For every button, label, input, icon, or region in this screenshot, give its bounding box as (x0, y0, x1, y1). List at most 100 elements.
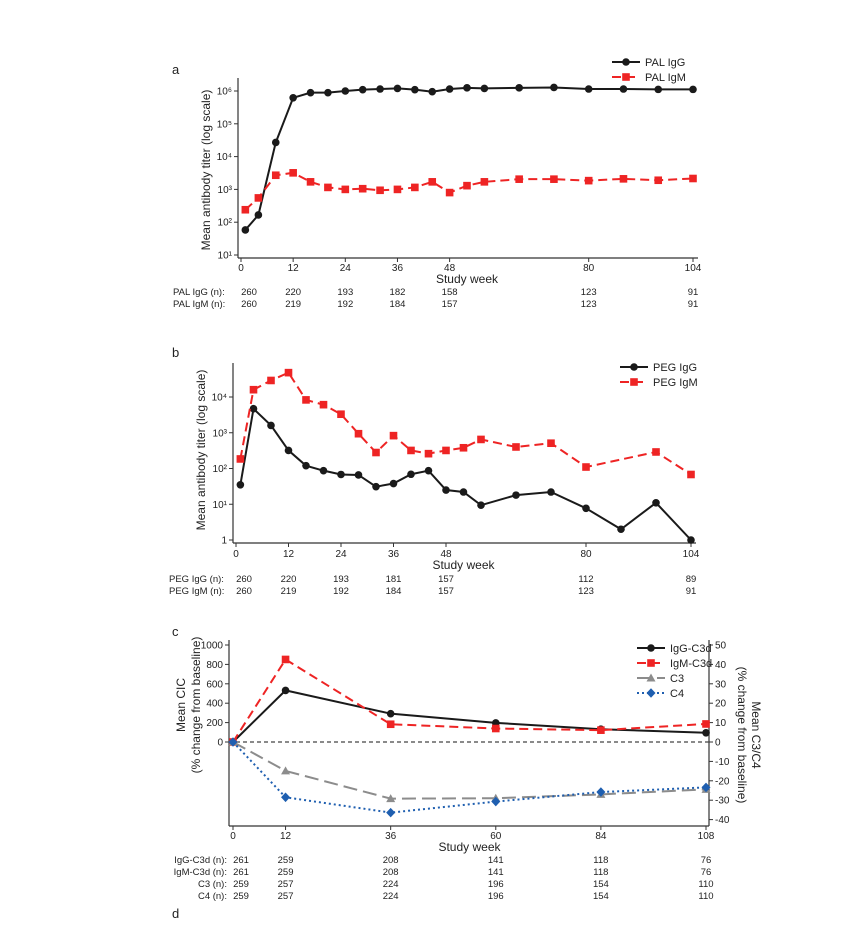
n-table-value: 141 (488, 867, 504, 878)
legend-item: IgM-C3d (637, 658, 712, 670)
data-point (477, 435, 485, 444)
n-table-value: 193 (337, 287, 353, 298)
data-point (319, 466, 328, 475)
legend-item: IgG-C3d (637, 643, 712, 655)
n-table-value: 192 (333, 586, 349, 597)
series-line (239, 371, 692, 476)
data-point (550, 83, 558, 92)
data-point (241, 205, 250, 214)
data-point (284, 368, 293, 377)
x-tick-label: 12 (283, 549, 295, 560)
data-point (547, 439, 555, 448)
data-point (582, 504, 590, 513)
data-point (584, 176, 593, 185)
data-point (302, 461, 310, 470)
y-tick-label: 10⁶ (217, 87, 232, 98)
data-point (428, 87, 437, 96)
data-point (480, 178, 489, 186)
legend-marker (647, 659, 655, 667)
data-point (389, 479, 398, 488)
data-point (445, 85, 454, 93)
legend-label: C4 (670, 688, 684, 700)
chart-panel-b: b 0 12 24 36 48 80 104 Study week 1 10¹ 10² 10³ 10⁴ Me… (169, 345, 700, 597)
n-table-value: 112 (578, 574, 593, 585)
n-table-value: 110 (698, 891, 713, 902)
n-table-value: 118 (593, 867, 608, 878)
n-table-value: 91 (688, 299, 699, 310)
n-table-value: 224 (383, 879, 399, 890)
y-axis-title: (% change from baseline) (189, 637, 203, 774)
data-point (376, 186, 384, 195)
y-tick-label: 200 (206, 718, 223, 729)
data-point (550, 175, 558, 183)
x-tick-label: 80 (583, 263, 595, 274)
x-axis-title: Study week (438, 840, 501, 854)
data-point (306, 178, 315, 186)
data-point (617, 525, 625, 534)
y-tick-label: 10² (213, 464, 228, 475)
legend-marker (647, 644, 655, 652)
data-point (302, 396, 310, 404)
n-table-value: 157 (438, 586, 454, 597)
y-tick-label: 10³ (218, 185, 233, 196)
legend-item: PEG IgM (620, 377, 698, 389)
data-point (389, 431, 398, 440)
n-table-value: 193 (333, 574, 349, 585)
data-point (584, 85, 593, 93)
n-table-value: 123 (578, 586, 594, 597)
data-point (354, 429, 363, 438)
data-point (459, 443, 468, 452)
n-table-value: 257 (278, 879, 294, 890)
y-axis-title: Mean CIC (174, 678, 188, 732)
data-point (341, 87, 350, 95)
data-point (393, 84, 402, 93)
data-point (271, 171, 280, 180)
n-table-value: 184 (390, 299, 406, 310)
data-point (358, 85, 367, 94)
y-tick-label: 10¹ (213, 500, 228, 511)
n-table-row-label: PAL IgM (n): (173, 299, 225, 310)
n-table-value: 220 (281, 574, 297, 585)
y-right-tick-label: 0 (715, 738, 721, 749)
y-axis-title: Mean antibody titer (log scale) (199, 90, 213, 251)
data-point (463, 84, 471, 92)
data-point (241, 226, 250, 234)
y-tick-label: 1000 (201, 641, 224, 652)
y-axis-title: Mean antibody titer (log scale) (194, 370, 208, 531)
data-point (324, 88, 332, 97)
x-tick-label: 36 (392, 263, 404, 274)
data-point (463, 181, 471, 190)
data-point (445, 188, 454, 197)
data-point (687, 536, 695, 544)
panel-label: b (172, 345, 179, 360)
data-point (386, 807, 396, 818)
x-tick-label: 24 (340, 263, 352, 274)
data-point (284, 446, 293, 455)
data-point (654, 176, 663, 185)
data-point (407, 470, 415, 479)
data-point (477, 501, 485, 510)
y-tick-label: 600 (206, 679, 223, 690)
data-point (597, 726, 605, 734)
data-point (702, 720, 710, 728)
n-table-value: 196 (488, 879, 504, 890)
data-point (358, 184, 367, 193)
x-tick-label: 0 (233, 549, 239, 560)
n-table-value: 259 (233, 891, 249, 902)
n-table-value: 257 (278, 891, 294, 902)
n-table-value: 219 (281, 586, 297, 597)
legend-label: IgM-C3d (670, 658, 712, 670)
n-table-value: 76 (701, 867, 712, 878)
x-tick-label: 12 (280, 831, 292, 842)
legend-label: PEG IgM (653, 377, 698, 389)
n-table-value: 76 (701, 855, 712, 866)
n-table-value: 224 (383, 891, 399, 902)
series-c4 (228, 737, 711, 818)
data-point (411, 183, 419, 192)
y-tick-label: 10⁴ (212, 393, 227, 404)
data-point (267, 376, 275, 385)
data-point (254, 194, 263, 202)
n-table-row-label: C3 (n): (198, 879, 227, 890)
data-point (254, 211, 263, 219)
